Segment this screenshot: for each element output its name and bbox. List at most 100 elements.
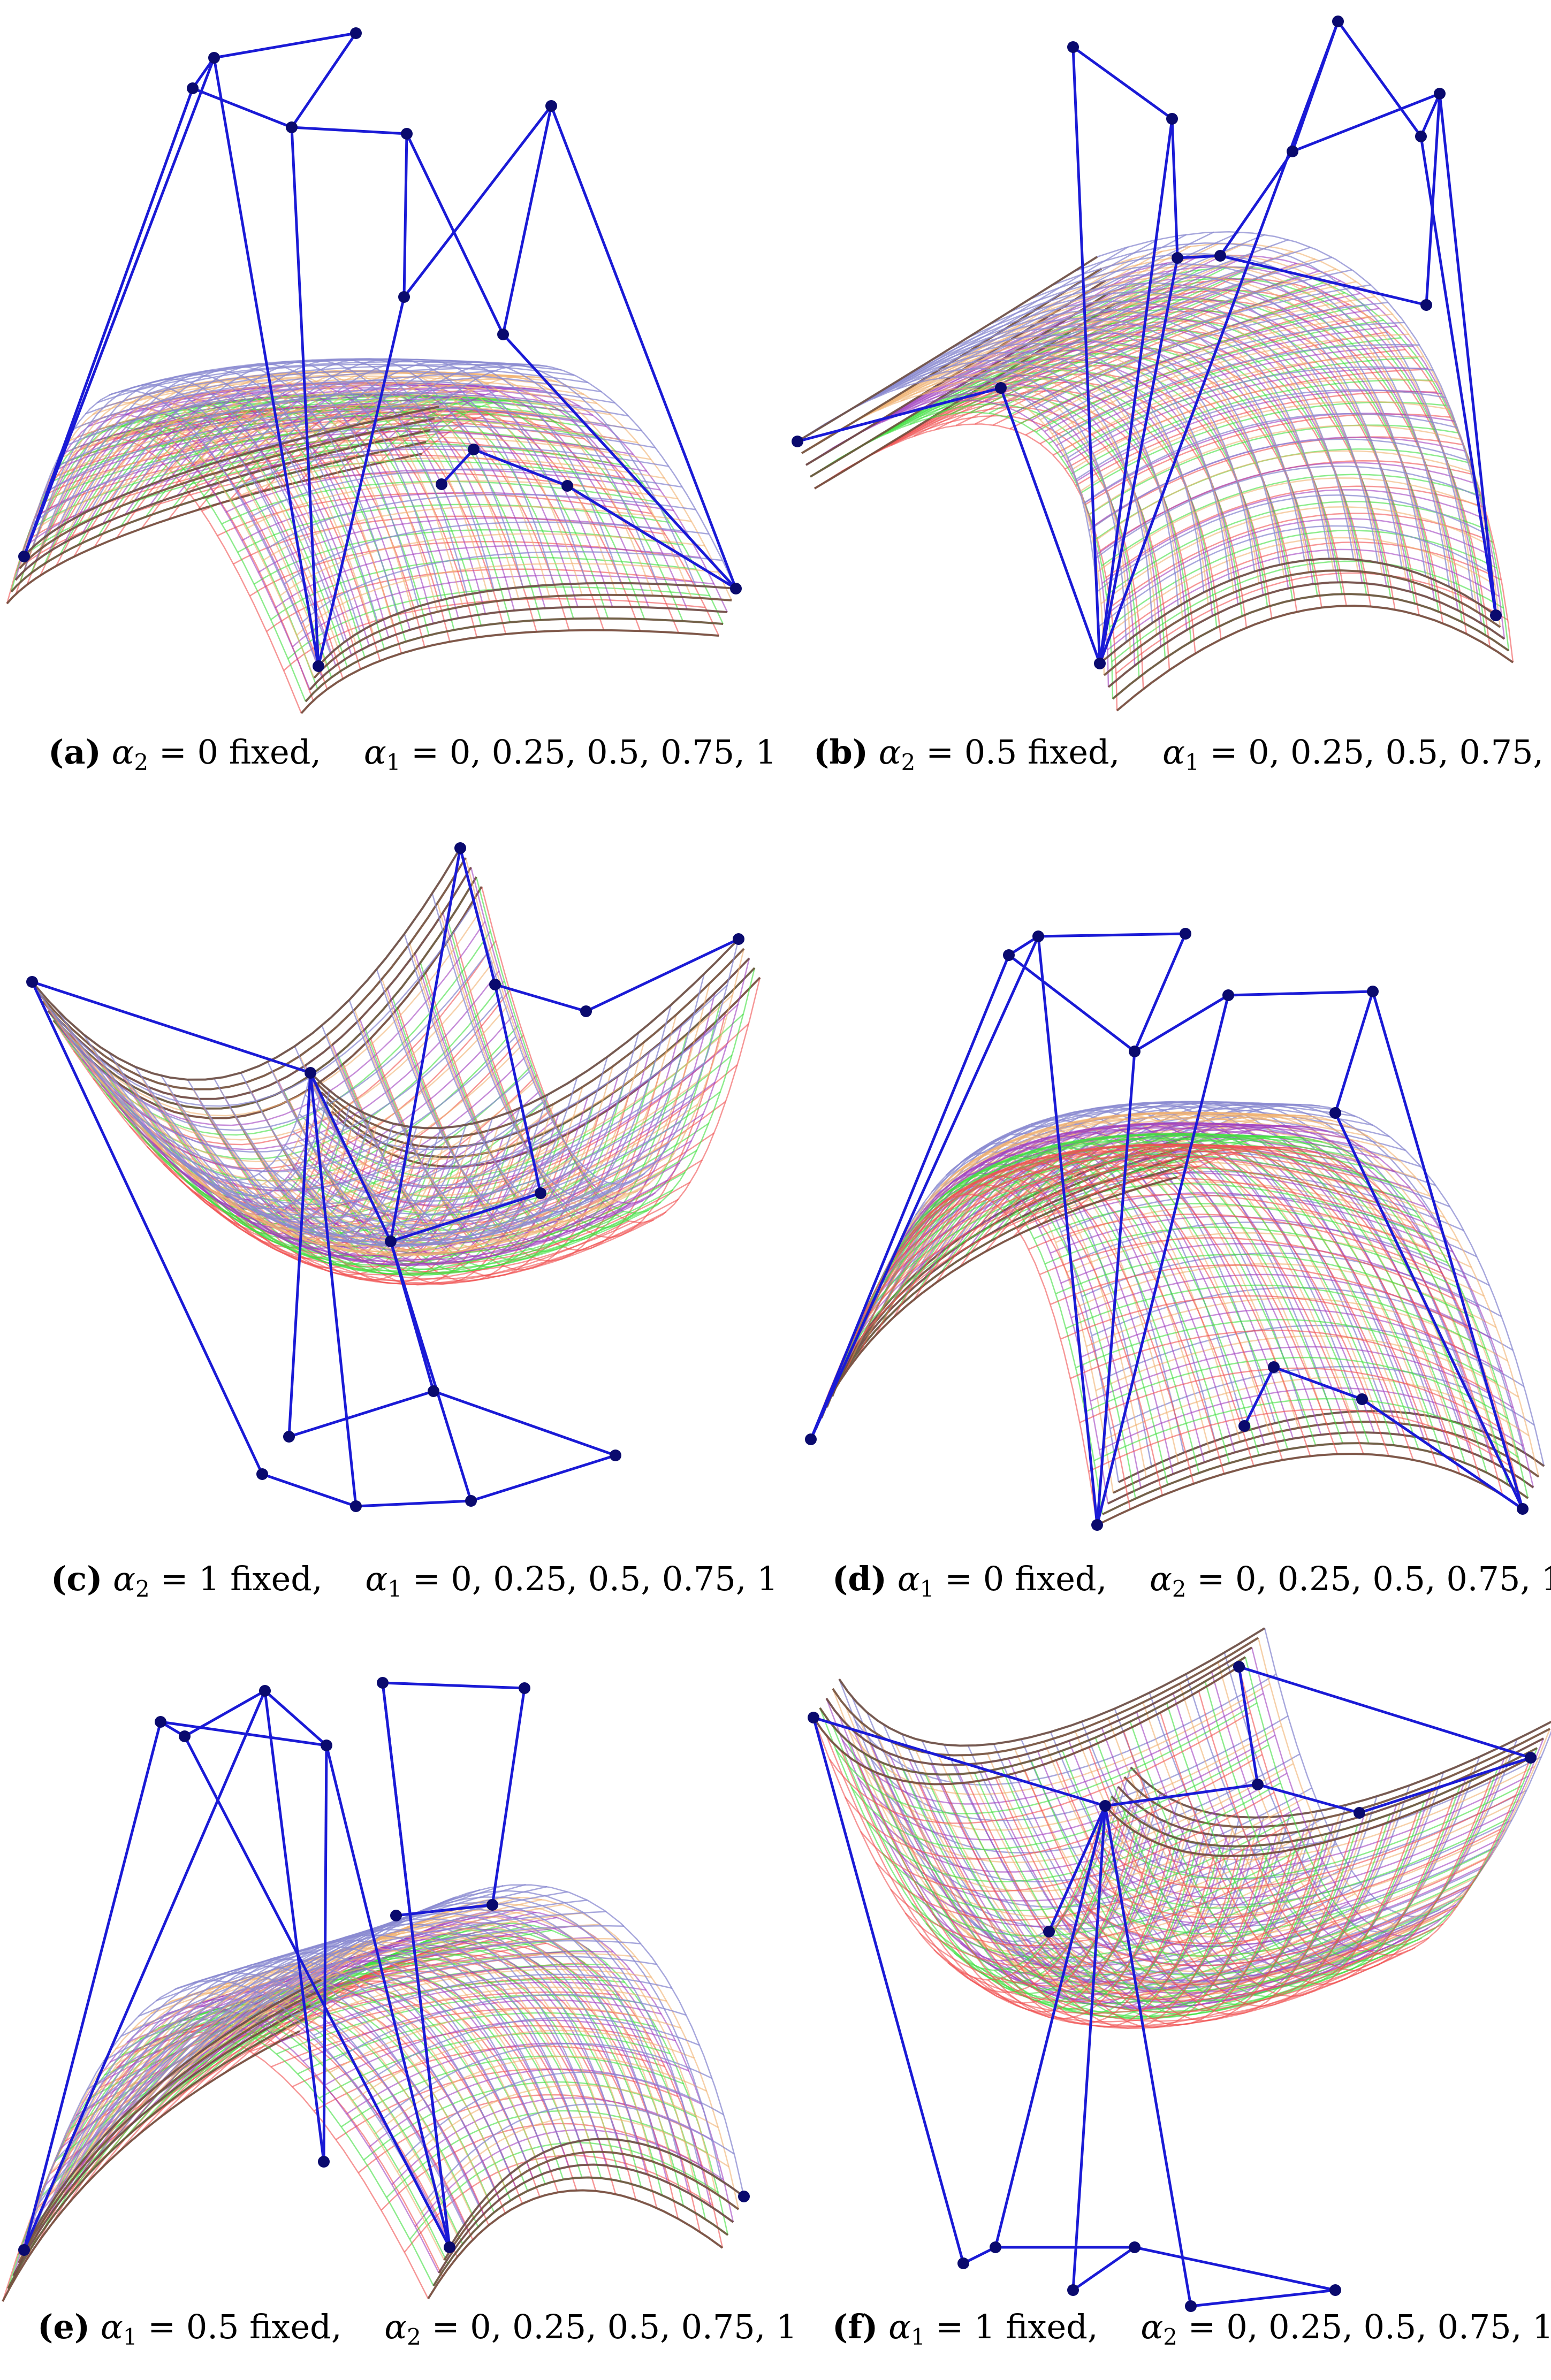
control-point xyxy=(561,480,573,492)
control-point xyxy=(179,1730,191,1742)
caption-a-var-values: = 0, 0.25, 0.5, 0.75, 1 xyxy=(411,733,777,772)
control-point xyxy=(1222,989,1234,1001)
control-point xyxy=(350,1500,362,1512)
control-point xyxy=(1367,986,1379,997)
control-point xyxy=(730,583,742,594)
control-point xyxy=(318,2156,330,2168)
panel-b-purple-surface-edge xyxy=(805,279,1506,688)
caption-b-fixed-value: = 0.5 fixed, xyxy=(926,733,1120,772)
control-point xyxy=(1032,930,1044,942)
caption-b: (b) α2 = 0.5 fixed, α1 = 0, 0.25, 0.5, 0… xyxy=(813,736,1551,774)
caption-f-fixed-value: = 1 fixed, xyxy=(936,2307,1098,2346)
control-point xyxy=(390,1910,402,1921)
panel-f-surface xyxy=(808,1627,1551,2312)
control-point xyxy=(385,1235,397,1247)
caption-c-var-symbol: α xyxy=(365,1559,388,1598)
control-point xyxy=(545,100,557,112)
control-point xyxy=(1329,2284,1341,2296)
panel-b-blue-surface-edge xyxy=(796,256,1497,665)
control-point xyxy=(792,436,803,447)
control-point xyxy=(1525,1752,1537,1764)
control-point xyxy=(1129,1046,1141,1057)
caption-f-var-sub: 2 xyxy=(1163,2324,1177,2350)
caption-b-tag: (b) xyxy=(813,733,869,772)
panel-d-red-surface xyxy=(810,1143,1524,1526)
panel-e-blue-surface-edge xyxy=(23,1979,745,2251)
control-point xyxy=(580,1005,592,1017)
panel-c-surface xyxy=(26,842,761,1512)
caption-f-var-values: = 0, 0.25, 0.5, 0.75, 1 xyxy=(1188,2307,1551,2346)
control-point xyxy=(468,444,480,455)
control-point xyxy=(26,976,38,988)
caption-d-var-values: = 0, 0.25, 0.5, 0.75, 1 xyxy=(1197,1559,1551,1598)
control-point xyxy=(436,478,447,490)
caption-a: (a) α2 = 0 fixed, α1 = 0, 0.25, 0.5, 0.7… xyxy=(48,736,777,774)
panel-f-red-surface xyxy=(812,1666,1532,2029)
control-point xyxy=(283,1431,295,1443)
control-point xyxy=(1354,1807,1365,1819)
panel-a-orange-surface-edge xyxy=(19,417,732,679)
caption-d-tag: (d) xyxy=(832,1559,887,1598)
control-point xyxy=(321,1740,332,1751)
caption-f: (f) α1 = 1 fixed, α2 = 0, 0.25, 0.5, 0.7… xyxy=(832,2310,1551,2348)
panel-a-purple-surface-edge xyxy=(14,429,728,691)
control-point xyxy=(1185,2300,1197,2312)
caption-d-var-sub: 2 xyxy=(1172,1576,1187,1602)
caption-d-fixed-value: = 0 fixed, xyxy=(945,1559,1107,1598)
panel-f-red-surface-edge xyxy=(812,1666,1531,1857)
control-point xyxy=(305,1067,316,1079)
control-point xyxy=(1268,1361,1280,1373)
control-point xyxy=(486,1899,498,1911)
caption-a-fixed-symbol: α xyxy=(111,733,134,772)
panel-e-red-surface-edge xyxy=(2,2030,724,2302)
caption-b-fixed-sub: 2 xyxy=(901,749,916,775)
caption-e-fixed-value: = 0.5 fixed, xyxy=(148,2307,342,2346)
panel-a-control-net xyxy=(18,27,742,672)
panel-d-control-net xyxy=(805,928,1529,1531)
control-point xyxy=(995,382,1007,394)
control-point xyxy=(1415,131,1427,142)
caption-c-var-sub: 1 xyxy=(387,1576,402,1602)
caption-e-fixed-sub: 1 xyxy=(123,2324,138,2350)
control-point xyxy=(497,329,509,340)
panel-a-green-surface-edge xyxy=(10,441,724,703)
control-point xyxy=(1329,1107,1341,1119)
control-point xyxy=(454,842,466,854)
control-point xyxy=(208,52,220,64)
control-point xyxy=(1091,1519,1103,1531)
caption-c-fixed-sub: 2 xyxy=(135,1576,150,1602)
panel-e-control-net xyxy=(18,1677,750,2256)
panel-b-green-surface-edge xyxy=(809,291,1510,700)
control-point xyxy=(398,291,410,303)
caption-e-var-sub: 2 xyxy=(407,2324,421,2350)
panel-d-surface xyxy=(805,928,1545,1531)
control-point xyxy=(350,27,362,39)
panel-e-surface xyxy=(2,1677,750,2302)
control-point xyxy=(18,2244,30,2256)
caption-f-var-symbol: α xyxy=(1141,2307,1164,2346)
control-point xyxy=(1356,1393,1368,1405)
caption-e-var-symbol: α xyxy=(384,2307,407,2346)
control-point xyxy=(1094,658,1106,669)
panel-f-control-net xyxy=(808,1661,1537,2312)
panel-a-surface xyxy=(6,27,742,714)
caption-f-fixed-sub: 1 xyxy=(910,2324,925,2350)
control-point xyxy=(428,1385,439,1397)
caption-e: (e) α1 = 0.5 fixed, α2 = 0, 0.25, 0.5, 0… xyxy=(37,2310,797,2348)
control-point xyxy=(1129,2241,1141,2253)
control-point xyxy=(1166,113,1178,125)
control-point xyxy=(401,128,413,140)
caption-e-var-values: = 0, 0.25, 0.5, 0.75, 1 xyxy=(431,2307,797,2346)
control-point xyxy=(377,1677,389,1689)
control-point xyxy=(1099,1800,1111,1812)
control-point xyxy=(1067,41,1079,53)
caption-a-fixed-value: = 0 fixed, xyxy=(158,733,322,772)
caption-b-fixed-symbol: α xyxy=(878,733,901,772)
panel-e-orange-surface-edge xyxy=(18,1992,740,2263)
panel-c-blue-surface-edge xyxy=(31,847,740,1130)
control-point xyxy=(610,1450,621,1461)
panel-c-control-net xyxy=(26,842,744,1512)
control-point xyxy=(187,82,199,94)
control-point xyxy=(1180,928,1191,940)
